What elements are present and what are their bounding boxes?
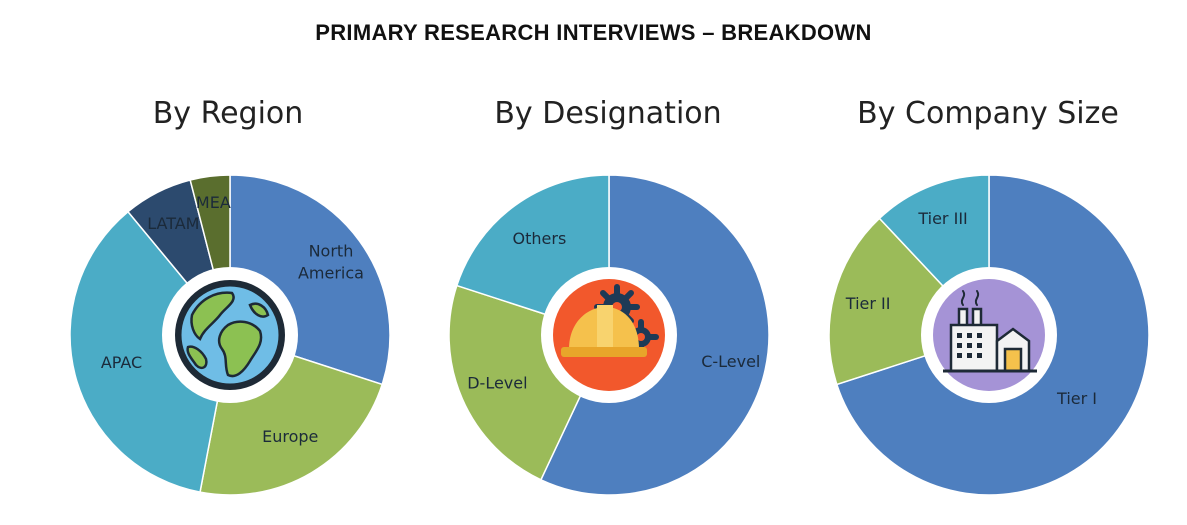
slice-label: Tier I bbox=[1056, 389, 1097, 408]
slice-label: Tier II bbox=[845, 294, 891, 313]
factory-icon bbox=[921, 267, 1057, 403]
globe-icon bbox=[162, 267, 298, 403]
slice-label: Europe bbox=[262, 427, 318, 446]
slice-label: LATAM bbox=[147, 214, 199, 233]
slice-label: D-Level bbox=[467, 373, 527, 392]
chart-title-designation: By Designation bbox=[494, 96, 722, 131]
slice-label: North America bbox=[298, 242, 364, 283]
slice-label: MEA bbox=[196, 193, 231, 212]
slice-label: Tier III bbox=[917, 209, 967, 228]
pie-slice bbox=[69, 210, 231, 494]
hardhat-gears-icon bbox=[541, 267, 677, 403]
page-title: PRIMARY RESEARCH INTERVIEWS – BREAKDOWN bbox=[315, 20, 872, 45]
slice-label: APAC bbox=[101, 353, 142, 372]
chart-title-region: By Region bbox=[152, 96, 304, 131]
chart-title-company-size: By Company Size bbox=[857, 96, 1119, 131]
slice-label: C-Level bbox=[701, 352, 760, 371]
slice-label: Others bbox=[513, 229, 567, 248]
